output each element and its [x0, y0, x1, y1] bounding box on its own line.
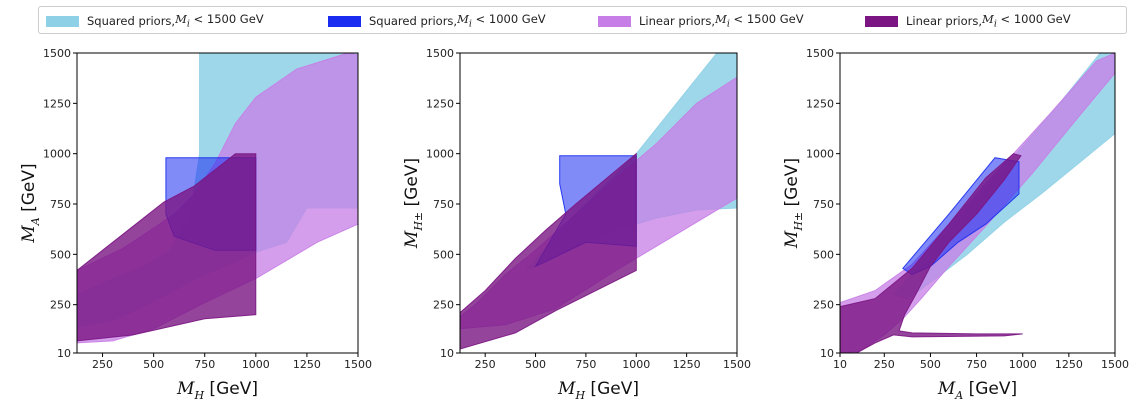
x-tick-label: 500 [920, 358, 941, 371]
chart-panel-3: 10 250 500 750 1000 1250 1500 10 250 500 750 1000 12… [782, 47, 1129, 399]
x-tick-label: 750 [966, 358, 987, 371]
legend-math: M [457, 12, 469, 27]
y-tick-label: 1000 [806, 148, 834, 161]
y-tick-label: 750 [813, 198, 834, 211]
legend-label: Squared priors, [369, 14, 458, 28]
plot-frame [839, 52, 1116, 354]
y-axis-label: MH± [GeV] [402, 158, 425, 249]
chart-panel-1: 250 500 750 1000 1250 1500 10 250 500 750 1000 1250… [19, 47, 372, 399]
y-tick-label: 10 [820, 347, 834, 360]
x-tick-label: 750 [194, 358, 215, 371]
x-tick-label: 1250 [1055, 358, 1083, 371]
plot-frame [459, 52, 738, 354]
legend-entry-squared-1500: Squared priors, Mi < 1500 GeV [46, 12, 264, 30]
x-tick-label: 500 [143, 358, 164, 371]
legend-math: M [715, 12, 727, 27]
y-tick-label: 10 [57, 347, 71, 360]
chart-panel-2: 250 500 750 1000 1250 1500 10 250 500 750 1000 1250… [402, 47, 751, 399]
y-tick-label: 1250 [426, 97, 454, 110]
x-tick-label: 1250 [293, 358, 321, 371]
legend-swatch [46, 15, 79, 27]
y-tick-label: 250 [50, 299, 71, 312]
legend-swatch [328, 15, 361, 27]
legend-label: Linear priors, [639, 14, 716, 28]
legend-label: Squared priors, [87, 14, 176, 28]
x-axis-label: MH [GeV] [557, 379, 639, 399]
y-tick-label: 1500 [426, 47, 454, 60]
x-tick-label: 500 [525, 358, 546, 371]
legend-math: M [982, 12, 994, 27]
y-tick-label: 750 [50, 198, 71, 211]
y-axis-label: MH± [GeV] [782, 158, 805, 249]
legend-label: Linear priors, [906, 14, 983, 28]
y-tick-label: 500 [433, 248, 454, 261]
region-linear-priors-mi-1000-gev [77, 153, 257, 342]
y-tick-label: 1250 [43, 97, 71, 110]
y-tick-label: 10 [440, 347, 454, 360]
y-tick-label: 750 [433, 198, 454, 211]
x-tick-label: 250 [92, 358, 113, 371]
plot-frame [76, 52, 359, 354]
y-tick-label: 1500 [43, 47, 71, 60]
legend-entry-squared-1000: Squared priors, Mi < 1000 GeV [328, 12, 546, 30]
legend-swatch [865, 15, 898, 27]
x-tick-label: 250 [475, 358, 496, 371]
x-tick-label: 250 [874, 358, 895, 371]
legend-entry-linear-1500: Linear priors, Mi < 1500 GeV [598, 12, 804, 30]
y-tick-label: 1000 [43, 148, 71, 161]
legend: Squared priors, Mi < 1500 GeV Squared pr… [38, 6, 1127, 34]
legend-math: M [175, 12, 187, 27]
legend-swatch [598, 15, 631, 27]
x-tick-label: 1000 [622, 358, 650, 371]
y-tick-label: 250 [813, 299, 834, 312]
x-axis-label: MH [GeV] [176, 379, 258, 399]
region-linear-priors-mi-1000-gev [460, 152, 637, 350]
x-tick-label: 1500 [723, 358, 751, 371]
x-axis-label: MA [GeV] [937, 379, 1017, 399]
y-tick-label: 250 [433, 299, 454, 312]
y-axis-label: MA [GeV] [19, 163, 42, 243]
x-tick-label: 1500 [344, 358, 372, 371]
legend-entry-linear-1000: Linear priors, Mi < 1000 GeV [865, 12, 1071, 30]
y-tick-label: 1500 [806, 47, 834, 60]
x-tick-label: 1000 [242, 358, 270, 371]
x-tick-label: 10 [833, 358, 847, 371]
region-linear-priors-mi-1000-gev [840, 153, 1023, 353]
y-tick-label: 500 [813, 248, 834, 261]
x-tick-label: 750 [575, 358, 596, 371]
y-tick-label: 1250 [806, 97, 834, 110]
y-tick-label: 500 [50, 248, 71, 261]
y-tick-label: 1000 [426, 148, 454, 161]
x-tick-label: 1500 [1101, 358, 1129, 371]
x-tick-label: 1000 [1009, 358, 1037, 371]
x-tick-label: 1250 [673, 358, 701, 371]
